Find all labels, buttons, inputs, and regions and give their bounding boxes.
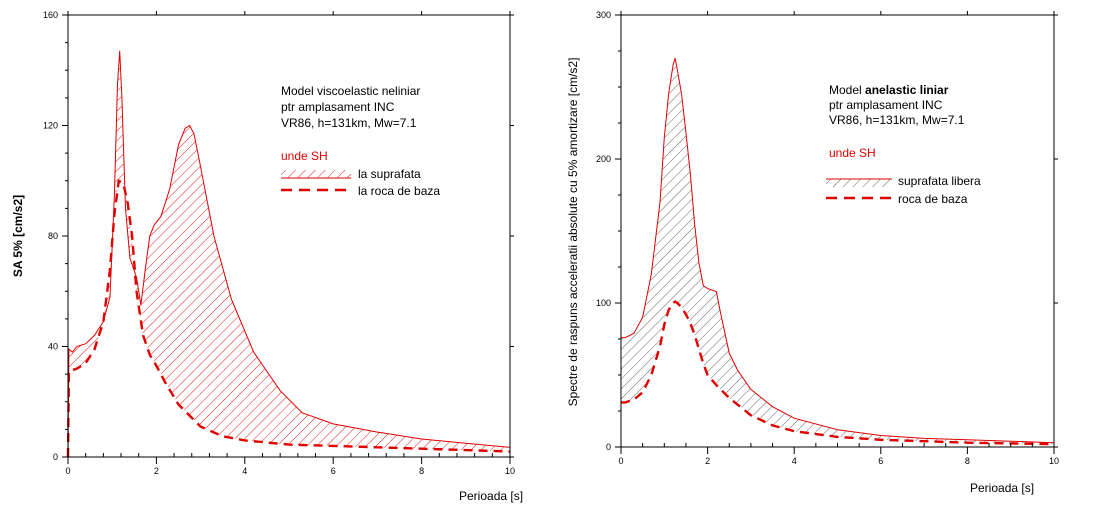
chart-left-ticks: 0 2 4 6 8 10 0 40 80 120 160 [43,10,515,476]
chart-right-xlabel: Perioada [s] [970,481,1034,495]
y-tick-label: 100 [596,298,611,308]
chart-right-series-suprafata-libera [621,58,1055,444]
chart-right-annotation-line-1: Model anelastic liniar [829,83,949,97]
x-tick-label: 6 [878,456,883,466]
y-tick-label: 300 [596,10,611,20]
chart-left: 0 2 4 6 8 10 0 40 80 120 160 Perioada [s] SA 5% [c… [11,10,523,503]
chart-right-ylabel: Spectre de raspuns acceleratii absolute … [566,58,580,407]
x-tick-label: 2 [154,466,159,476]
chart-right-legend-label-roca-de-baza: roca de baza [898,192,968,206]
x-tick-label: 4 [792,456,797,466]
y-tick-label: 80 [48,231,58,241]
chart-left-xlabel: Perioada [s] [459,489,523,503]
chart-left-hatch-area [68,50,510,458]
x-tick-label: 4 [242,466,247,476]
chart-right-legend: suprafata libera roca de baza [826,174,981,206]
y-tick-label: 160 [43,10,58,20]
chart-right-legend-swatch-hatched [826,179,892,187]
y-tick-label: 40 [48,342,58,352]
x-tick-label: 8 [419,466,424,476]
chart-left-series-la-roca-de-baza [66,178,511,458]
chart-left-annotation-line-3: VR86, h=131km, Mw=7.1 [281,116,417,130]
chart-left-legend-label-la-suprafata: la suprafata [358,167,421,181]
chart-left-annotation-line-1: Model viscoelastic neliniar [281,84,420,98]
x-tick-label: 8 [965,456,970,466]
chart-right-wave-label: unde SH [829,146,876,160]
y-tick-label: 0 [606,442,611,452]
chart-left-series-la-suprafata [67,50,511,458]
chart-left-annotation-line-2: ptr amplasament INC [281,100,395,114]
x-tick-label: 0 [65,466,70,476]
chart-left-legend-label-la-roca-de-baza: la roca de baza [358,184,440,198]
chart-left-legend-swatch-hatched [281,170,351,178]
chart-right-series-roca-de-baza [621,300,1055,446]
x-tick-label: 10 [505,466,515,476]
x-tick-label: 6 [331,466,336,476]
y-tick-label: 200 [596,154,611,164]
chart-right-annotation-line-3: VR86, h=131km, Mw=7.1 [829,113,965,127]
chart-left-plot-frame [67,14,511,458]
y-tick-label: 120 [43,121,58,131]
x-tick-label: 10 [1049,456,1059,466]
y-tick-label: 0 [53,452,58,462]
x-tick-label: 0 [618,456,623,466]
chart-left-ylabel: SA 5% [cm/s2] [11,195,25,277]
chart-left-wave-label: unde SH [281,149,328,163]
chart-right-annotation-line-2: ptr amplasament INC [829,98,943,112]
x-tick-label: 2 [705,456,710,466]
chart-left-legend: la suprafata la roca de baza [281,167,440,198]
chart-right-legend-label-suprafata-libera: suprafata libera [898,174,981,188]
